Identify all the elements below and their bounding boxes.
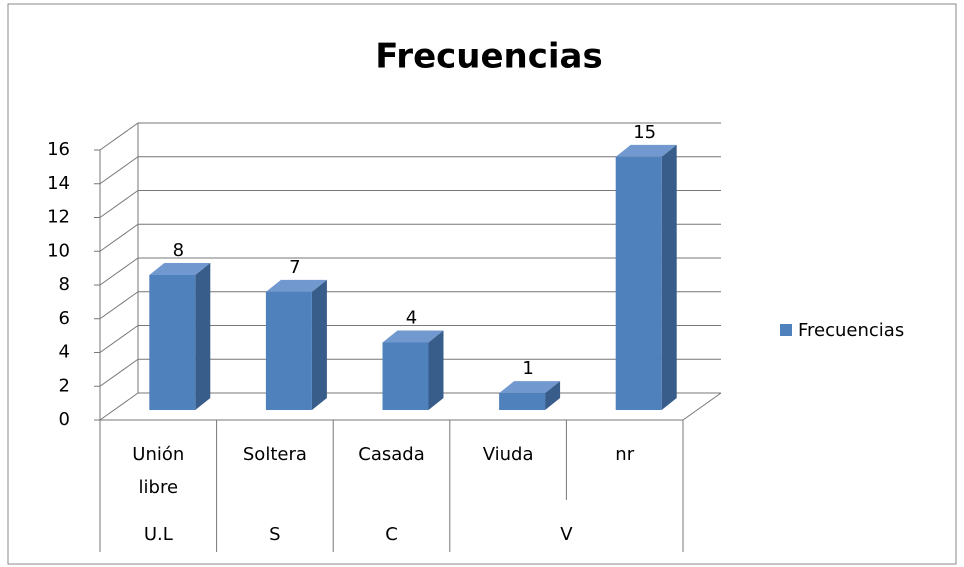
- y-tick-label: 14: [47, 173, 70, 194]
- bar-side: [545, 381, 561, 410]
- y-tick-label: 16: [47, 139, 70, 160]
- y-tick-label: 10: [47, 240, 70, 261]
- bar: [265, 291, 312, 410]
- bar: [615, 156, 662, 410]
- y-tick-label: 8: [59, 274, 70, 295]
- x-group-label: S: [269, 524, 281, 545]
- bar-top: [615, 144, 677, 157]
- y-tick-label: 2: [59, 375, 70, 396]
- bar: [149, 275, 196, 410]
- bar-top: [499, 381, 561, 394]
- chart-title: Frecuencias: [375, 37, 603, 77]
- bar-side: [195, 263, 211, 410]
- grid-line: [99, 223, 721, 252]
- grid-line: [99, 291, 721, 320]
- data-label: 1: [522, 358, 533, 379]
- y-tick-label: 6: [59, 308, 70, 329]
- bar-top: [382, 330, 444, 343]
- x-group-label: V: [560, 524, 573, 545]
- legend-swatch: [780, 324, 792, 336]
- data-label: 7: [289, 257, 300, 278]
- grid-line: [99, 358, 721, 387]
- y-tick-label: 4: [59, 342, 70, 363]
- legend-label: Frecuencias: [798, 320, 904, 341]
- grid-line: [99, 257, 721, 286]
- grid-line: [99, 156, 721, 185]
- y-tick-label: 12: [47, 207, 70, 228]
- y-tick-label: 0: [59, 409, 70, 430]
- chart-frame: [7, 3, 957, 565]
- grid-line: [99, 122, 721, 151]
- data-label: 8: [173, 240, 184, 261]
- bar: [499, 393, 546, 410]
- bar-top: [149, 263, 211, 275]
- bar-top: [265, 279, 327, 292]
- bar-side: [661, 144, 677, 410]
- x-tick-label: nr: [615, 444, 635, 465]
- x-group-label: U.L: [143, 524, 173, 545]
- data-label: 15: [633, 122, 656, 143]
- data-label: 4: [406, 308, 417, 329]
- bar: [382, 342, 429, 410]
- floor-edge: [682, 392, 722, 421]
- bar-side: [428, 330, 444, 410]
- x-group-label: C: [385, 524, 398, 545]
- x-tick-label: Unión libre: [132, 444, 185, 498]
- bar-side: [311, 279, 327, 410]
- x-tick-label: Casada: [358, 444, 425, 465]
- grid-line: [99, 325, 721, 353]
- x-tick-label: Soltera: [242, 444, 307, 465]
- grid-line: [99, 190, 721, 218]
- x-tick-label: Viuda: [482, 444, 534, 465]
